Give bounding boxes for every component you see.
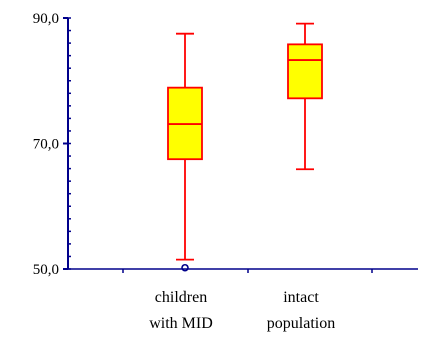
y-tick-label: 50,0 (33, 262, 59, 278)
boxes-layer (167, 22, 323, 272)
outlier-point (181, 263, 189, 272)
x-category-label: intact (283, 289, 319, 306)
box-group (287, 22, 323, 171)
axes-layer (63, 17, 418, 273)
x-category-label: with MID (149, 315, 213, 332)
box-iqr (287, 43, 323, 100)
labels-layer: 90,0 70,0 50,0 children with MID intact popula… (33, 11, 335, 332)
x-category-label: population (267, 315, 335, 332)
y-tick-label: 70,0 (33, 137, 59, 153)
x-category-label: children (155, 289, 207, 306)
box-group (167, 32, 203, 272)
y-tick-label: 90,0 (33, 11, 59, 27)
